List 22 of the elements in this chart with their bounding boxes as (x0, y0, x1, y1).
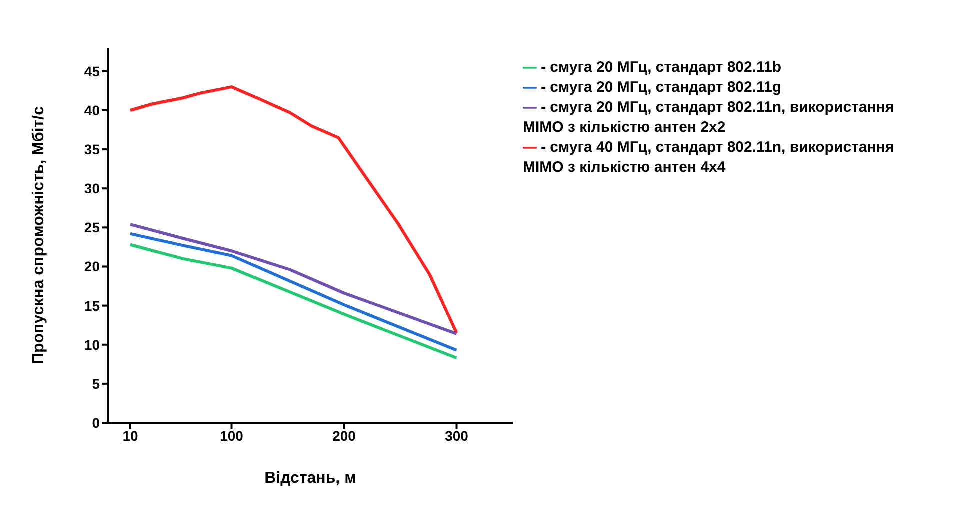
y-tick-label: 5 (92, 376, 100, 392)
y-tick-label: 30 (84, 180, 100, 197)
y-tick-label: 15 (84, 298, 100, 314)
y-tick-label: 0 (92, 414, 100, 431)
y-tick-label: 25 (84, 220, 100, 236)
y-tick-label: 45 (84, 63, 100, 80)
legend-label: - смуга 20 МГц, стандарт 802.11n, використання MIMO з кількістю антен 2x2 (523, 99, 894, 136)
y-tick-label: 20 (84, 258, 100, 275)
x-axis-title: Відстань, м (264, 470, 356, 487)
y-tick-label: 10 (84, 336, 100, 353)
legend-label: - смуга 20 МГц, стандарт 802.11b (541, 59, 782, 76)
y-tick-label: 35 (84, 142, 100, 158)
y-tick-label: 40 (84, 102, 100, 118)
line-series (129, 86, 458, 335)
x-tick-label: 300 (445, 428, 469, 444)
x-tick-label: 200 (332, 428, 356, 444)
x-tick-label: 10 (122, 428, 138, 444)
y-axis-title: Пропускна спроможність, Мбіт/с (30, 106, 48, 364)
x-tick-label: 100 (220, 428, 244, 444)
legend-label: - смуга 20 МГц, стандарт 802.11g (541, 79, 782, 96)
legend-label: - смуга 40 МГц, стандарт 802.11n, використання MIMO з кількістю антен 4x4 (523, 139, 894, 176)
line-series (129, 223, 458, 336)
